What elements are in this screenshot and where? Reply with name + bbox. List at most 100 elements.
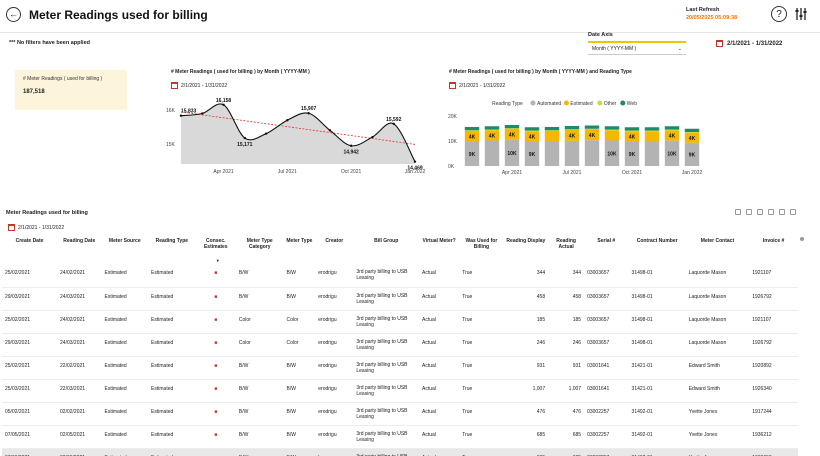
table-cell: Estimated [101,402,149,426]
y-tick-label: 10K [448,139,458,145]
table-cell: 03003657 [584,333,629,357]
table-row[interactable]: 25/02/2021 24/02/2021 Estimated Estimated ■ B… [2,264,798,288]
date-range-filter[interactable]: 2/1/2021 - 1/31/2022 [716,40,782,47]
column-header[interactable]: Was Used for Billing [465,238,498,250]
table-row[interactable]: 07/05/2021 02/05/2021 Estimated Estimated ■ B… [2,425,798,449]
table-row[interactable]: 07/06/202102/06/2021EstimatedEstimated■B… [2,448,798,456]
filter-sliders-icon[interactable] [795,7,807,21]
table-cell: Estimated [148,333,196,357]
estimate-flag-icon: ■ [195,448,236,456]
column-header[interactable]: Creator [325,238,344,244]
bar-segment-estimated [484,130,500,141]
bar-segment-automated [484,140,500,166]
back-arrow-icon[interactable]: ← [6,7,21,22]
estimate-flag-icon: ■ [195,287,236,311]
table-cell: Color [283,310,316,334]
column-header[interactable]: Serial # [597,238,616,244]
column-header[interactable]: Meter Type Category [246,238,273,250]
column-header[interactable]: Invoice # [762,238,785,244]
table-cell: 22/03/2021 [57,379,102,403]
filter-icon[interactable] [768,209,774,215]
table-row[interactable]: 29/03/2021 24/03/2021 Estimated Estimated ■ C… [2,333,798,357]
last-refresh: Last Refresh 20/05/2025 05:09:38 [686,6,737,22]
scrollbar-thumb[interactable] [800,237,804,241]
focus-mode-icon[interactable] [779,209,785,215]
column-header[interactable]: Reading Date [63,238,96,244]
table-cell: 458 [503,287,549,311]
column-header[interactable]: Virtual Meter? [422,238,456,244]
pin-icon[interactable] [735,209,741,215]
line-chart[interactable]: 16K 15K 15,833 16,158 15,171 15,907 14,942 15,5… [165,92,427,182]
table-row[interactable]: 25/02/2021 24/02/2021 Estimated Estimated ■ C… [2,310,798,334]
bell-icon[interactable] [757,209,763,215]
table-cell: 476 [548,402,585,426]
table-cell: True [459,356,504,380]
bar-segment-estimated [664,130,680,141]
table-cell: 03002257 [584,448,629,456]
bar-segment-web [544,127,560,131]
estimate-flag-icon: ■ [195,402,236,426]
column-header[interactable]: Meter Contact [700,238,735,244]
table-cell: Laquorde Mason [685,310,750,334]
column-header[interactable]: Contract Number [636,238,678,244]
table-cell: B/W [235,448,284,456]
legend-swatch [530,100,536,106]
copy-icon[interactable] [746,209,752,215]
table-cell: 31492-01 [628,402,686,426]
table-cell: True [459,333,504,357]
column-header[interactable]: Meter Type [286,238,313,244]
table-cell: Estimated [101,425,149,449]
table-cell: Laquorde Mason [685,333,750,357]
table-row[interactable]: 29/03/2021 24/03/2021 Estimated Estimated ■ B… [2,287,798,311]
data-point [307,112,310,115]
x-tick-label: Jul 2021 [563,170,582,176]
column-header[interactable]: Bill Group [374,238,399,244]
visual-toolbar [735,209,796,215]
table-cell: 1936212 [749,425,798,449]
bar-segment-web [644,127,660,131]
table-date-range: 2/1/2021 - 1/31/2022 [8,224,64,231]
line-chart-date-range-value: 2/1/2021 - 1/31/2022 [181,82,228,89]
table-cell: 685 [548,448,585,456]
table-cell: 05/02/2021 [2,402,58,426]
column-header[interactable]: Reading Type [155,238,189,244]
table-cell: B/W [283,356,316,380]
estimate-flag-icon: ■ [195,379,236,403]
data-point [286,119,289,122]
table-row[interactable]: 25/02/2021 22/02/2021 Estimated Estimated ■ B… [2,356,798,380]
table-cell: 246 [548,333,585,357]
sort-descending-icon[interactable]: ▼ [215,258,220,263]
column-header[interactable]: Reading Actual [556,238,576,250]
bar-data-label: 4K [689,136,696,142]
table-cell: 3rd party billing to USB Leasing [353,425,419,449]
column-header[interactable]: Meter Source [108,238,141,244]
data-point [349,144,353,147]
column-header[interactable]: Create Date [15,238,44,244]
table-cell: Estimated [148,356,196,380]
bar-segment-other [624,130,640,132]
table-cell: erodrigu [315,379,354,403]
table-row[interactable]: 25/03/2021 22/03/2021 Estimated Estimated ■ B… [2,379,798,403]
bar-segment-web [664,126,680,130]
table-row[interactable]: 05/02/2021 02/02/2021 Estimated Estimated ■ B… [2,402,798,426]
column-header[interactable]: Consec. Estimates ▼ [196,236,236,264]
table-cell: 25/02/2021 [2,264,58,288]
bar-segment-automated [504,139,520,166]
column-header-label: Consec. Estimates [203,238,228,250]
date-axis-dropdown[interactable]: Month ( YYYY-MM ) ⌄ [588,41,686,55]
table-cell: Estimated [148,448,196,456]
table-cell: Actual [418,425,460,449]
stacked-bar-chart[interactable]: Reading Type Automated Estimated Other Web 20… [440,94,710,182]
bar-segment-automated [604,140,620,166]
bar-segment-automated [584,140,600,166]
x-tick-label: Apr 2021 [213,169,234,175]
help-icon[interactable]: ? [771,6,787,22]
column-header[interactable]: Reading Display [506,238,546,244]
table-cell: 03003657 [584,310,629,334]
bar-segment-web [484,126,500,130]
more-options-icon[interactable] [790,209,796,215]
table-cell: 07/06/2021 [2,448,58,456]
table-header-row: Create Date Reading Date Meter Source Readi… [2,236,798,264]
data-label: 14,469 [407,166,423,172]
estimate-flag-icon: ■ [195,264,236,288]
